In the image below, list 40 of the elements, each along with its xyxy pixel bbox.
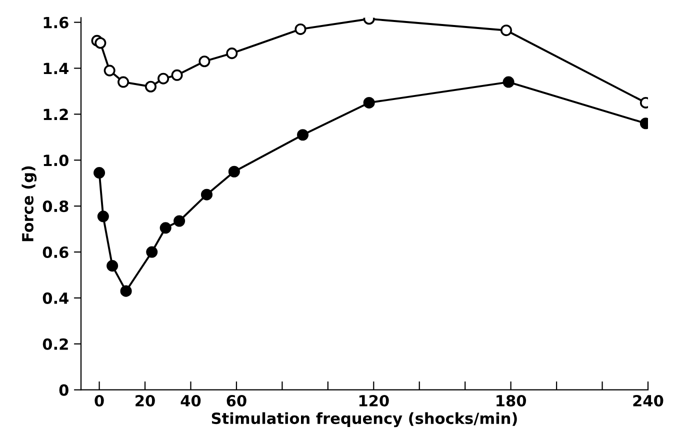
point — [160, 222, 172, 234]
y-axis-title: Force (g) — [22, 166, 37, 242]
point — [171, 69, 183, 81]
point — [297, 129, 309, 141]
point — [226, 48, 238, 60]
x-tick-label: 60 — [226, 394, 246, 407]
point — [158, 72, 170, 84]
point — [104, 64, 116, 76]
point — [294, 23, 306, 35]
point — [146, 246, 158, 258]
y-tick-label: 1.4 — [44, 62, 68, 74]
point — [94, 167, 106, 179]
y-tick-label: 0.8 — [42, 200, 68, 212]
point — [502, 76, 514, 88]
x-tick-label: 20 — [136, 394, 155, 407]
x-tick-label: 180 — [496, 394, 526, 407]
point — [500, 24, 512, 36]
point — [200, 188, 213, 200]
y-tick-label: 1.2 — [44, 108, 68, 120]
point — [363, 96, 375, 108]
y-tick-label: 0.4 — [42, 292, 68, 304]
point — [94, 37, 106, 49]
y-tick-label: 0.6 — [42, 246, 68, 258]
point — [228, 166, 240, 178]
y-tick-label: 0.2 — [42, 338, 68, 350]
x-tick-label: 240 — [633, 394, 664, 407]
y-tick-label: 1.0 — [44, 154, 68, 166]
y-tick-label: 1.6 — [44, 16, 68, 28]
y-tick-label: 0 — [59, 384, 68, 396]
point — [118, 76, 130, 88]
point — [106, 260, 118, 272]
point — [120, 285, 132, 297]
point — [174, 215, 186, 227]
point — [97, 210, 109, 222]
x-tick-label: 120 — [359, 394, 389, 407]
point — [144, 80, 156, 92]
x-axis-title: Stimulation frequency (shocks/min) — [212, 412, 517, 428]
point — [198, 56, 210, 68]
x-tick-label: 0 — [94, 394, 104, 407]
x-tick-label: 40 — [180, 394, 201, 407]
